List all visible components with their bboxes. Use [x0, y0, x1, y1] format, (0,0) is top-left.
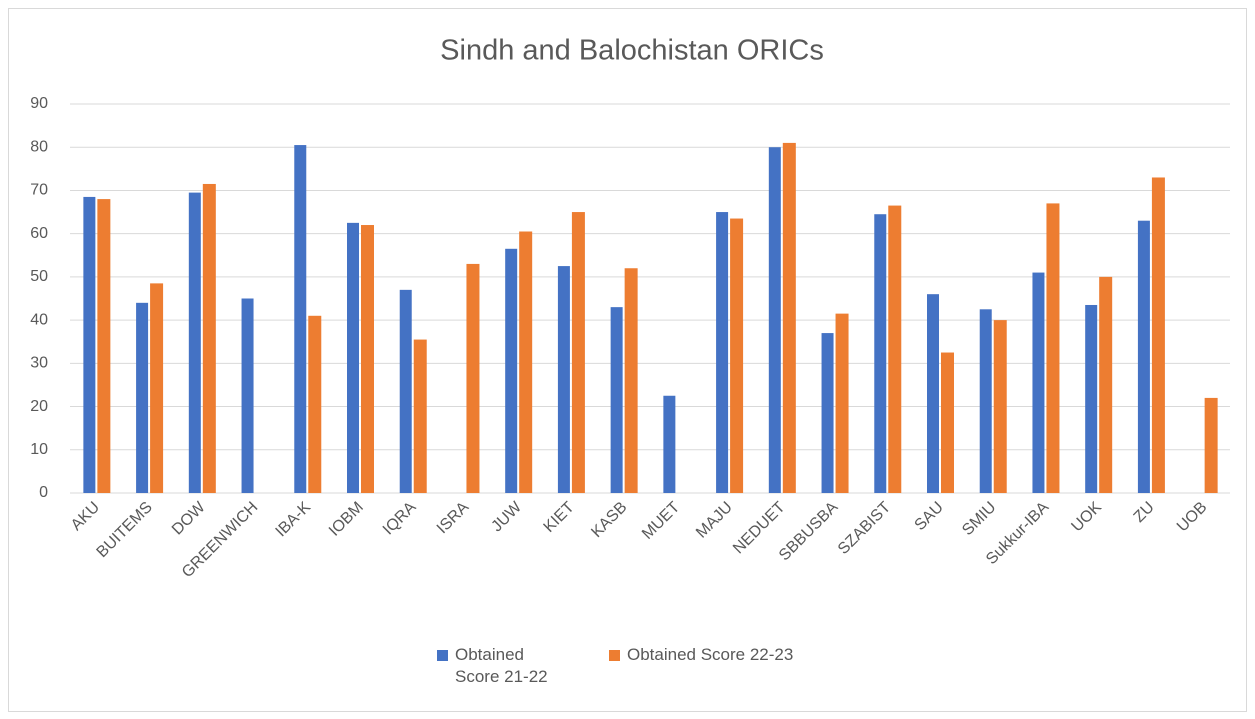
y-tick-label: 50	[30, 268, 48, 285]
legend-label: Obtained Score 22-23	[627, 645, 794, 664]
bar	[399, 289, 412, 493]
bar	[188, 192, 201, 493]
bar	[624, 268, 638, 493]
y-tick-label: 10	[30, 441, 48, 458]
bar	[308, 315, 322, 493]
bar	[927, 294, 939, 493]
bar	[136, 302, 149, 493]
bar	[874, 214, 887, 493]
bar	[97, 199, 111, 494]
bar	[361, 225, 374, 493]
y-tick-label: 0	[39, 484, 48, 501]
bar	[519, 231, 533, 493]
bar	[979, 309, 992, 493]
legend-item: Obtained Score 21-22	[437, 644, 550, 688]
y-tick-label: 20	[30, 398, 48, 415]
legend-label: Obtained Score 21-22	[455, 645, 548, 686]
bar	[150, 283, 164, 493]
legend-swatch	[437, 650, 448, 661]
bar	[294, 145, 307, 494]
chart-title: Sindh and Balochistan ORICs	[440, 35, 824, 67]
y-tick-label: 90	[30, 95, 48, 112]
bar	[663, 395, 676, 493]
bar	[835, 313, 849, 493]
bar	[821, 333, 834, 493]
bar	[730, 218, 744, 494]
bar	[1151, 177, 1165, 493]
bar	[888, 205, 902, 494]
bar	[347, 222, 359, 493]
bar	[241, 298, 254, 493]
bar	[83, 196, 96, 493]
bar	[993, 320, 1007, 493]
y-tick-label: 40	[30, 311, 48, 328]
bar	[1099, 276, 1113, 493]
bar	[782, 142, 796, 493]
bar	[413, 339, 427, 493]
bar	[557, 266, 570, 493]
legend-item: Obtained Score 22-23	[609, 644, 857, 666]
y-tick-label: 70	[30, 182, 48, 199]
bar	[505, 248, 518, 493]
bar	[1032, 272, 1045, 493]
y-tick-label: 80	[30, 138, 48, 155]
bar	[1137, 220, 1150, 493]
bar	[1204, 397, 1218, 493]
bar	[941, 352, 954, 493]
bar	[466, 263, 480, 493]
bar	[768, 147, 781, 493]
bar	[1085, 304, 1098, 493]
bar	[571, 212, 585, 494]
y-tick-label: 30	[30, 355, 48, 372]
bar	[716, 212, 729, 494]
bar	[1046, 203, 1060, 493]
bar	[610, 307, 623, 493]
legend-swatch	[609, 650, 620, 661]
y-tick-label: 60	[30, 225, 48, 242]
bar	[202, 183, 216, 493]
